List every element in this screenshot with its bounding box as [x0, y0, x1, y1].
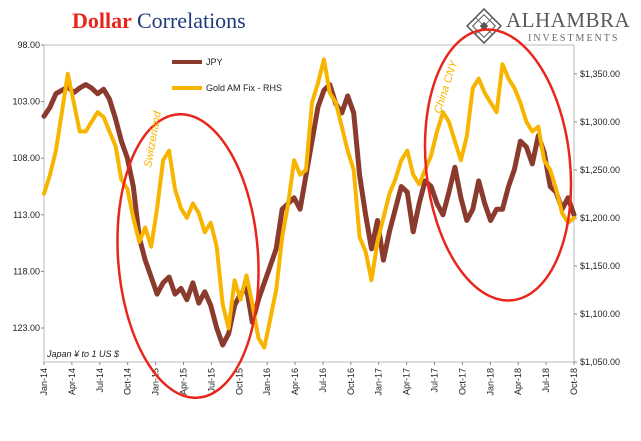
x-tick-label: Apr-15 [178, 368, 188, 395]
right-tick-label: $1,100.00 [580, 309, 620, 319]
x-tick-label: Oct-15 [234, 368, 244, 395]
x-tick-label: Jan-17 [374, 368, 384, 396]
left-tick-label: 108.00 [12, 153, 40, 163]
x-tick-label: Oct-17 [457, 368, 467, 395]
annotation-china-cny: China CNY [432, 58, 461, 115]
right-tick-label: $1,250.00 [580, 165, 620, 175]
x-tick-label: Oct-16 [346, 368, 356, 395]
chart-title-part1: Dollar [72, 8, 132, 33]
plot-area [43, 44, 575, 363]
x-tick-label: Apr-14 [67, 368, 77, 395]
x-tick-label: Jul-16 [318, 368, 328, 393]
left-tick-label: 113.00 [13, 210, 40, 220]
x-tick-label: Jul-15 [206, 368, 216, 393]
x-tick-label: Apr-18 [513, 368, 523, 395]
x-tick-label: Jan-15 [151, 368, 161, 396]
chart-title: Dollar Correlations [72, 8, 246, 34]
x-tick-label: Oct-18 [569, 368, 579, 395]
axis-note: Japan ¥ to 1 US $ [46, 349, 120, 359]
left-tick-label: 123.00 [12, 323, 40, 333]
right-tick-label: $1,300.00 [580, 117, 620, 127]
x-tick-label: Apr-16 [290, 368, 300, 395]
x-tick-label: Jul-17 [430, 368, 440, 393]
x-tick-label: Jan-18 [485, 368, 495, 396]
chart-series [41, 57, 577, 350]
right-tick-label: $1,150.00 [580, 261, 620, 271]
legend-label-jpy: JPY [206, 57, 223, 67]
chart-axes: 98.00 103.00 108.00 113.00 118.00 123.00 $1,35… [12, 40, 620, 396]
annotation-switzerland: Switzerland [142, 110, 164, 169]
chart-legend: JPY Gold AM Fix - RHS [172, 57, 282, 93]
chart-title-part2: Correlations [136, 8, 246, 33]
x-tick-label: Jul-14 [95, 368, 105, 393]
right-tick-label: $1,050.00 [580, 357, 620, 367]
left-tick-label: 118.00 [13, 266, 40, 276]
x-tick-label: Oct-14 [123, 368, 133, 395]
gold-series-line [42, 57, 576, 350]
x-tick-label: Jan-14 [39, 368, 49, 396]
switzerland-ellipse [116, 113, 260, 399]
left-tick-label: 103.00 [12, 97, 40, 107]
chart-overlays: Switzerland China CNY Japan ¥ to 1 US $ [46, 28, 573, 399]
china-cny-ellipse [423, 28, 573, 302]
right-tick-label: $1,200.00 [580, 213, 620, 223]
x-tick-label: Jul-18 [541, 368, 551, 393]
left-tick-label: 98.00 [17, 40, 40, 50]
logo-subtitle: INVESTMENTS [528, 33, 620, 44]
x-tick-label: Jan-16 [262, 368, 272, 396]
legend-label-gold: Gold AM Fix - RHS [206, 83, 282, 93]
logo-name: ALHAMBRA [506, 8, 631, 32]
x-tick-label: Apr-17 [402, 368, 412, 395]
brand-logo: ALHAMBRA INVESTMENTS [466, 8, 631, 46]
right-tick-label: $1,350.00 [580, 69, 620, 79]
